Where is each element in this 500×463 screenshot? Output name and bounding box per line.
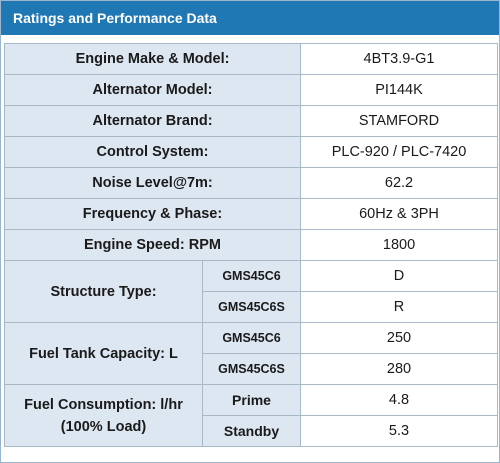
sub-label: GMS45C6: [201, 322, 302, 354]
row-value: R: [300, 291, 499, 323]
structure-type-label: Structure Type:: [4, 260, 203, 323]
table-row: Fuel Tank Capacity: L GMS45C6 250: [4, 322, 499, 385]
row-value: 280: [300, 353, 499, 385]
row-value: STAMFORD: [300, 105, 499, 137]
fuel-tank-label: Fuel Tank Capacity: L: [4, 322, 203, 385]
row-value: 60Hz & 3PH: [300, 198, 499, 230]
row-value: D: [300, 260, 499, 292]
table-row: Alternator Brand: STAMFORD: [3, 105, 499, 137]
table-row: Control System: PLC-920 / PLC-7420: [3, 136, 499, 168]
row-value: 4BT3.9-G1: [300, 43, 499, 75]
row-value: PLC-920 / PLC-7420: [300, 136, 499, 168]
sub-label: GMS45C6: [201, 260, 302, 292]
row-label: Noise Level@7m:: [3, 167, 302, 199]
row-value: 4.8: [300, 384, 499, 416]
row-label: Control System:: [3, 136, 302, 168]
table-row: Frequency & Phase: 60Hz & 3PH: [3, 198, 499, 230]
table-row: Engine Make & Model: 4BT3.9-G1: [3, 43, 499, 75]
fuel-consumption-label: Fuel Consumption: l/hr (100% Load): [4, 384, 203, 447]
sub-label: Prime: [201, 384, 302, 416]
row-label: Engine Make & Model:: [3, 43, 302, 75]
table-row: GMS45C6S R: [5, 291, 499, 323]
row-label: Alternator Brand:: [3, 105, 302, 137]
row-value: 1800: [300, 229, 499, 261]
table-row: Alternator Model: PI144K: [3, 74, 499, 106]
sub-label: GMS45C6S: [201, 353, 302, 385]
fuel-consumption-line1: Fuel Consumption: l/hr: [24, 396, 183, 413]
sub-label: Standby: [201, 415, 302, 447]
table-row: Structure Type: GMS45C6 D: [4, 260, 499, 323]
table-row: Engine Speed: RPM 1800: [3, 229, 499, 261]
ratings-table: Engine Make & Model: 4BT3.9-G1 Alternato…: [3, 43, 499, 447]
sub-label: GMS45C6S: [201, 291, 302, 323]
table-row: Noise Level@7m: 62.2: [3, 167, 499, 199]
row-label: Frequency & Phase:: [3, 198, 302, 230]
table-row: GMS45C6S 280: [5, 353, 499, 385]
table-row: Fuel Consumption: l/hr (100% Load) Prime…: [4, 384, 499, 447]
row-label: Alternator Model:: [3, 74, 302, 106]
panel-title: Ratings and Performance Data: [1, 1, 499, 35]
row-label: Engine Speed: RPM: [3, 229, 302, 261]
table-row: Standby 5.3: [5, 415, 499, 447]
row-value: 5.3: [300, 415, 499, 447]
row-value: 250: [300, 322, 499, 354]
row-value: PI144K: [300, 74, 499, 106]
row-value: 62.2: [300, 167, 499, 199]
fuel-consumption-line2: (100% Load): [60, 418, 147, 435]
